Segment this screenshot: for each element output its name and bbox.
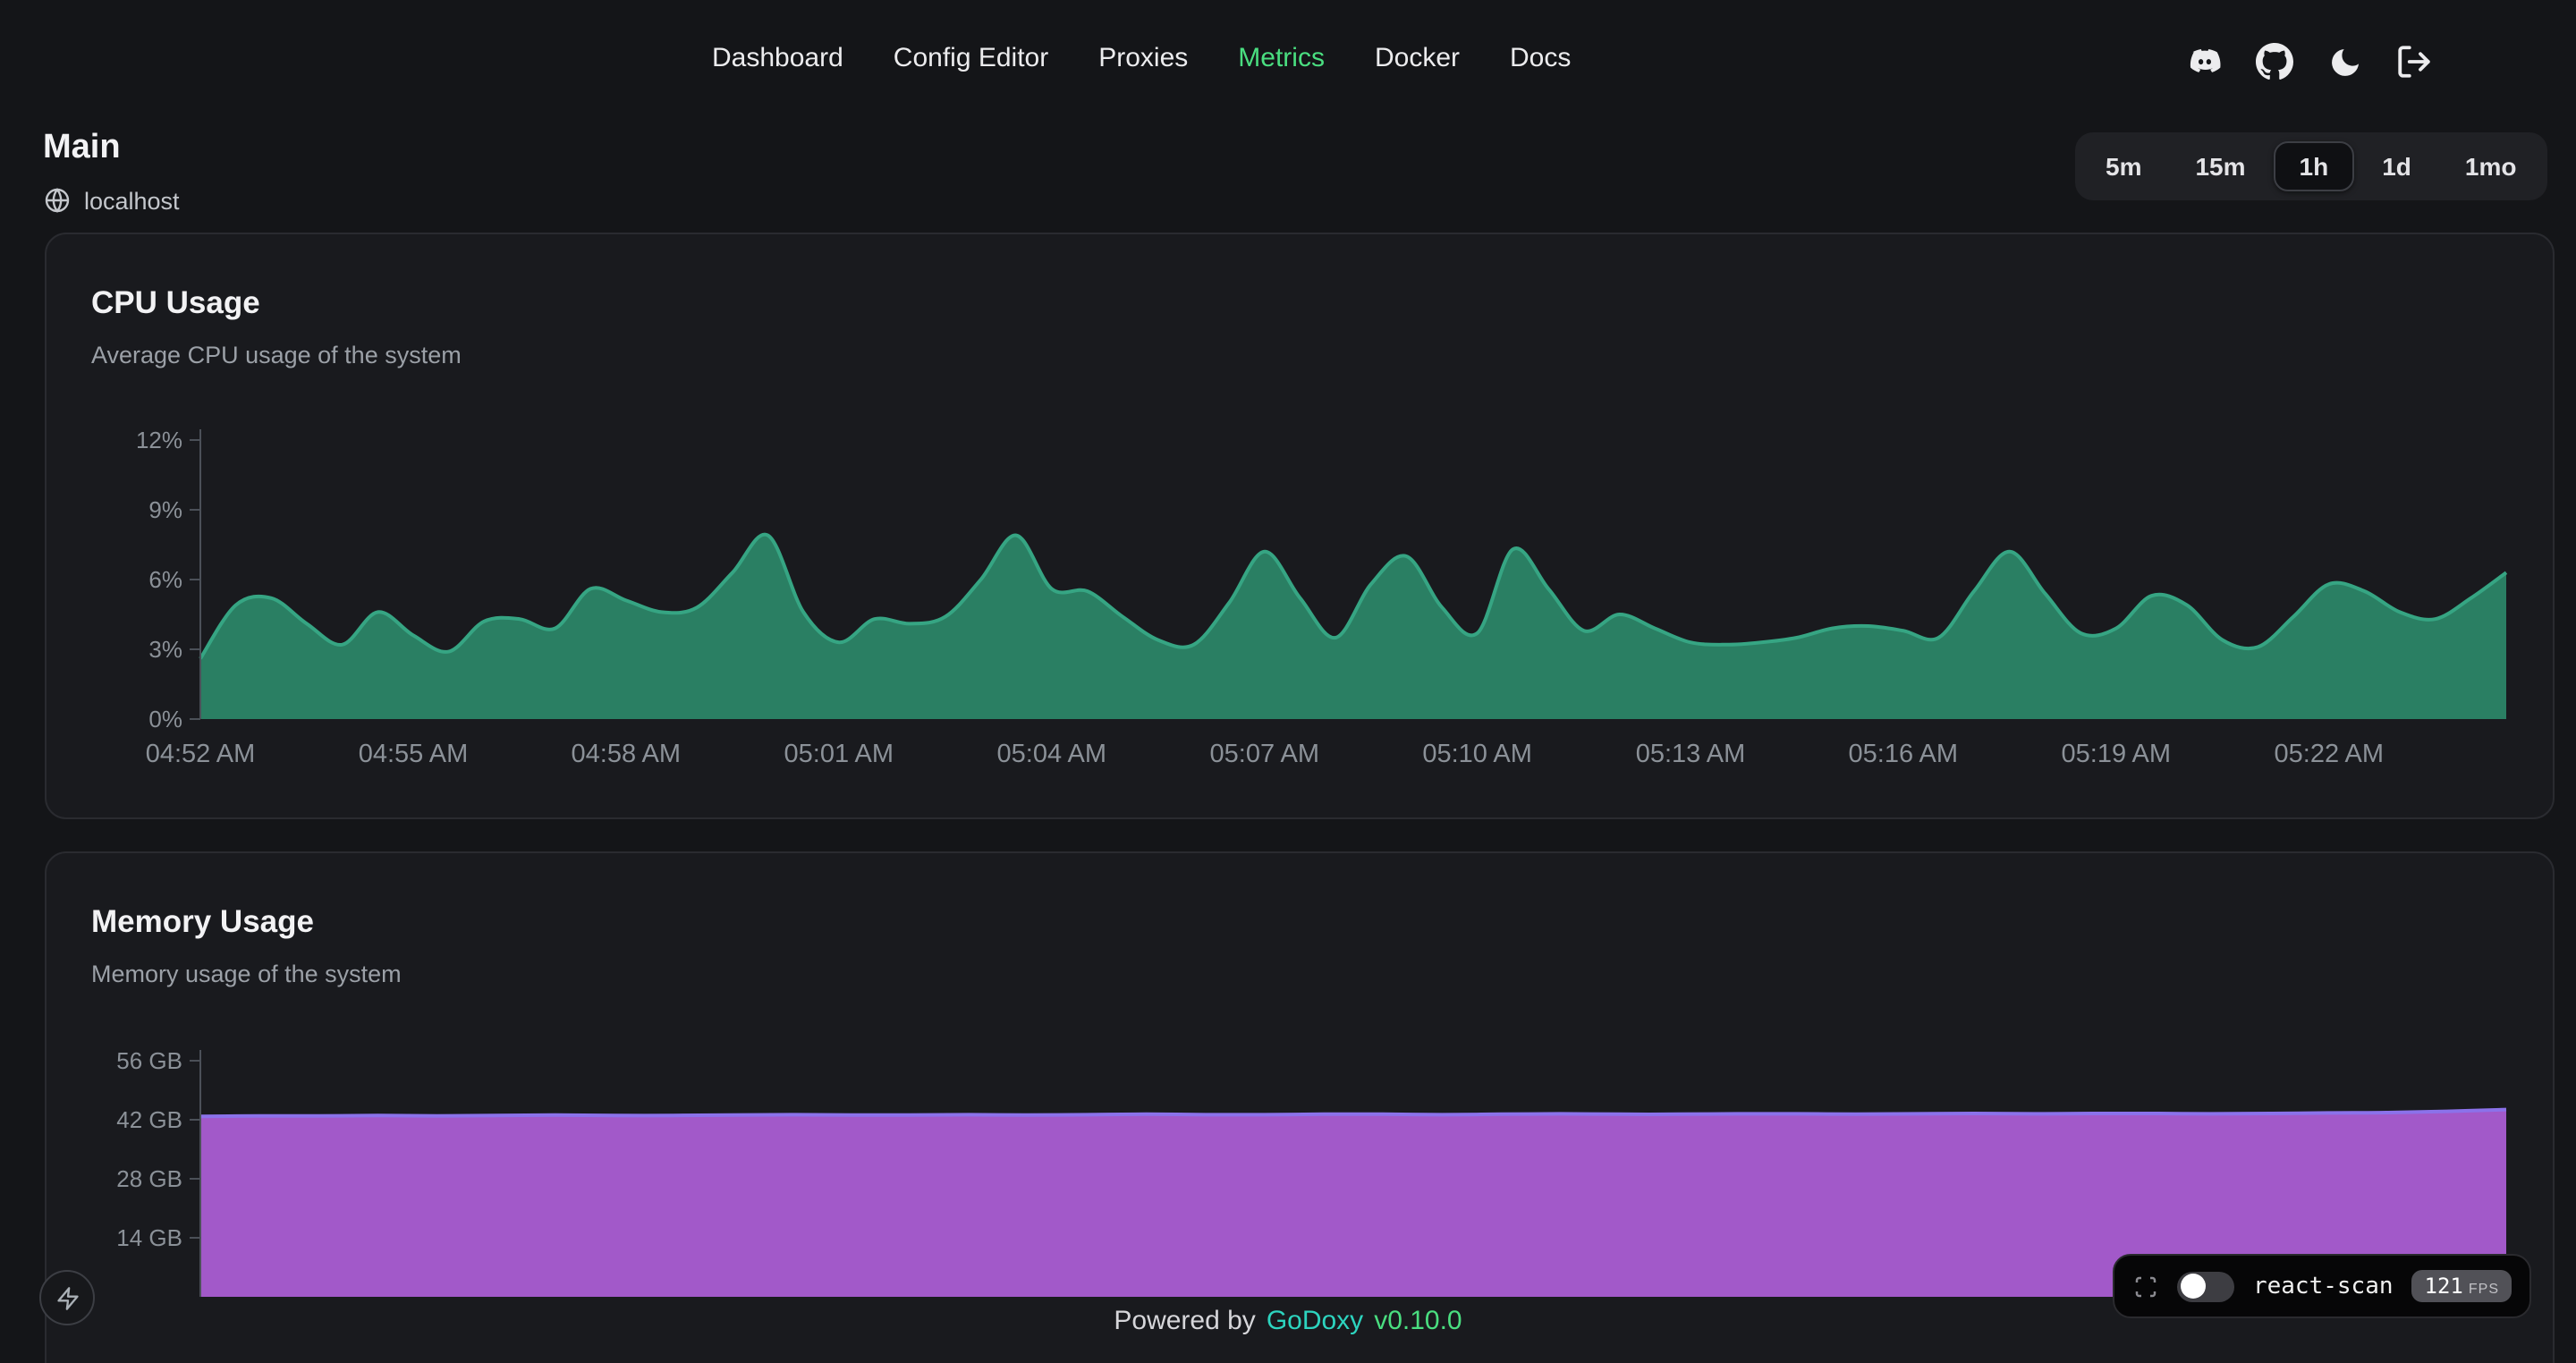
svg-text:05:22 AM: 05:22 AM	[2275, 740, 2385, 768]
zap-button[interactable]	[39, 1270, 95, 1325]
svg-text:0%: 0%	[148, 706, 182, 732]
svg-text:14 GB: 14 GB	[116, 1224, 182, 1251]
svg-text:6%: 6%	[148, 566, 182, 593]
svg-text:05:04 AM: 05:04 AM	[997, 740, 1107, 768]
range-5m[interactable]: 5m	[2080, 141, 2166, 191]
svg-text:12%: 12%	[136, 427, 182, 453]
svg-text:04:58 AM: 04:58 AM	[572, 740, 682, 768]
nav-docs[interactable]: Docs	[1510, 43, 1572, 73]
nav-config-editor[interactable]: Config Editor	[893, 43, 1049, 73]
nav-metrics[interactable]: Metrics	[1238, 43, 1325, 73]
fps-badge: 121 FPS	[2411, 1270, 2512, 1302]
toggle-knob	[2181, 1274, 2206, 1299]
react-scan-toggle[interactable]	[2177, 1271, 2234, 1301]
svg-text:3%: 3%	[148, 636, 182, 663]
hostname-label: localhost	[84, 187, 180, 214]
svg-text:42 GB: 42 GB	[116, 1106, 182, 1133]
svg-text:05:01 AM: 05:01 AM	[784, 740, 894, 768]
discord-icon[interactable]	[2186, 43, 2224, 80]
memory-card-subtitle: Memory usage of the system	[91, 961, 402, 987]
memory-usage-chart[interactable]: 14 GB 28 GB 42 GB 56 GB	[93, 1043, 2513, 1304]
nav-proxies[interactable]: Proxies	[1098, 43, 1189, 73]
version-link[interactable]: v0.10.0	[1374, 1306, 1462, 1336]
time-range-selector: 5m 15m 1h 1d 1mo	[2075, 132, 2547, 200]
powered-by-label: Powered by	[1114, 1306, 1256, 1336]
memory-card-title: Memory Usage	[91, 903, 314, 939]
svg-text:05:16 AM: 05:16 AM	[1849, 740, 1959, 768]
svg-text:56 GB: 56 GB	[116, 1047, 182, 1074]
cpu-card-title: CPU Usage	[91, 284, 260, 320]
cpu-usage-card: CPU Usage Average CPU usage of the syste…	[45, 233, 2555, 819]
inspect-icon[interactable]	[2132, 1273, 2159, 1300]
fps-unit: FPS	[2468, 1281, 2499, 1297]
page-title: Main	[43, 129, 121, 166]
range-15m[interactable]: 15m	[2170, 141, 2270, 191]
header-icons	[2186, 43, 2433, 80]
svg-text:28 GB: 28 GB	[116, 1165, 182, 1192]
svg-text:9%: 9%	[148, 496, 182, 523]
nav-docker[interactable]: Docker	[1374, 43, 1460, 73]
react-scan-label: react-scan	[2252, 1273, 2394, 1300]
github-icon[interactable]	[2256, 43, 2293, 80]
range-1mo[interactable]: 1mo	[2440, 141, 2542, 191]
svg-text:05:19 AM: 05:19 AM	[2062, 740, 2172, 768]
svg-text:04:52 AM: 04:52 AM	[146, 740, 256, 768]
footer: Powered by GoDoxy v0.10.0	[0, 1306, 2576, 1336]
globe-icon	[43, 186, 72, 215]
range-1h[interactable]: 1h	[2274, 141, 2354, 191]
nav-dashboard[interactable]: Dashboard	[712, 43, 843, 73]
svg-text:05:10 AM: 05:10 AM	[1422, 740, 1532, 768]
svg-text:05:07 AM: 05:07 AM	[1210, 740, 1320, 768]
svg-text:04:55 AM: 04:55 AM	[359, 740, 469, 768]
fps-value: 121	[2424, 1274, 2463, 1299]
main-nav: Dashboard Config Editor Proxies Metrics …	[712, 43, 1571, 73]
cpu-usage-chart[interactable]: 0% 3% 6% 9% 12% 04:52 AM 04:55 AM 04:58 AM 05:01…	[93, 422, 2513, 780]
svg-text:05:13 AM: 05:13 AM	[1636, 740, 1746, 768]
logout-icon[interactable]	[2395, 43, 2433, 80]
cpu-card-subtitle: Average CPU usage of the system	[91, 342, 462, 368]
react-scan-widget[interactable]: react-scan 121 FPS	[2113, 1254, 2531, 1318]
range-1d[interactable]: 1d	[2357, 141, 2436, 191]
dark-mode-icon[interactable]	[2326, 43, 2363, 80]
godoxy-link[interactable]: GoDoxy	[1266, 1306, 1364, 1336]
host-row: localhost	[43, 186, 180, 215]
